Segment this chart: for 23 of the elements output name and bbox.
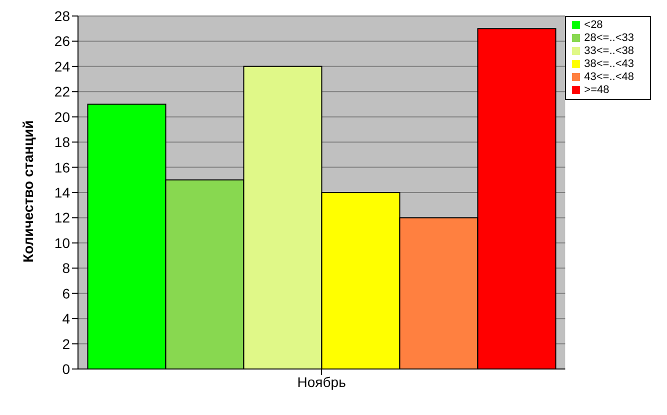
- legend-label: 43<=..<48: [584, 71, 634, 83]
- legend-label: <28: [584, 19, 603, 31]
- y-tick-label: 22: [54, 84, 70, 100]
- y-tick-label: 28: [54, 8, 70, 24]
- y-tick-label: 24: [54, 58, 70, 74]
- y-tick-label: 10: [54, 234, 70, 251]
- legend-label: 28<=..<33: [584, 32, 634, 44]
- y-tick-label: 12: [54, 210, 70, 226]
- legend-label: >=48: [584, 84, 610, 96]
- x-tick-label: Ноябрь: [297, 374, 346, 390]
- y-tick-label: 20: [54, 108, 70, 125]
- legend-label: 38<=..<43: [584, 58, 634, 70]
- legend-label: 33<=..<38: [584, 45, 634, 57]
- y-tick-label: 8: [62, 260, 70, 276]
- y-tick-label: 0: [62, 360, 70, 377]
- y-tick-label: 18: [54, 134, 70, 150]
- y-tick-label: 14: [54, 184, 70, 200]
- y-tick-label: 6: [62, 285, 70, 302]
- y-tick-label: 2: [62, 336, 70, 352]
- y-tick-label: 16: [54, 159, 70, 176]
- y-tick-label: 4: [62, 310, 70, 327]
- y-axis-title: Количество станций: [20, 120, 36, 262]
- y-tick-label: 26: [54, 33, 70, 50]
